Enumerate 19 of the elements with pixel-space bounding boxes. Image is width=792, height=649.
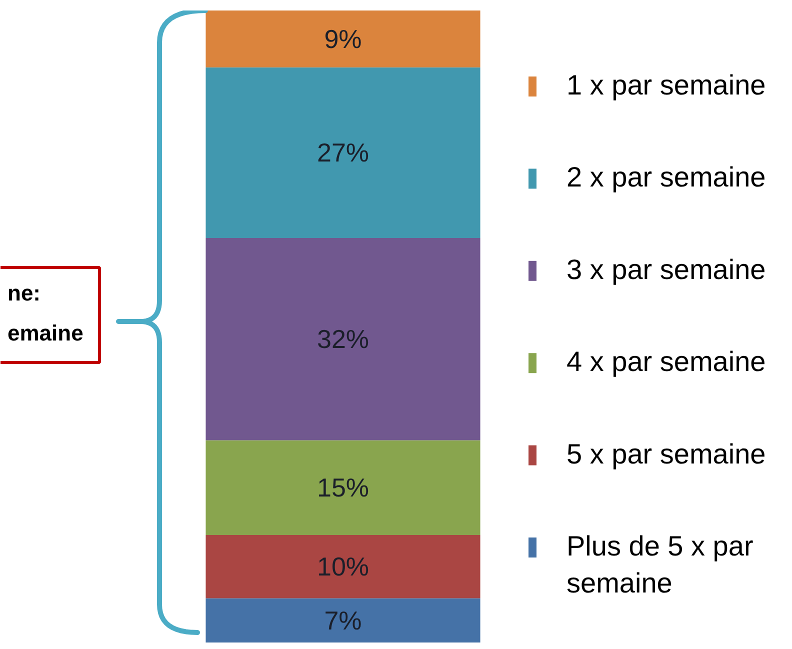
legend-label: 4 x par semaine xyxy=(566,346,766,378)
bar xyxy=(206,238,480,440)
data-label: 15% xyxy=(316,472,370,503)
legend-label: 2 x par semaine xyxy=(566,162,766,193)
bar xyxy=(206,10,480,68)
data-label: 7% xyxy=(324,605,362,636)
legend-label: 1 x par semaine xyxy=(566,70,766,100)
data-label: 32% xyxy=(316,324,370,354)
data-label: 27% xyxy=(316,138,370,168)
text: ne: emaine xyxy=(8,280,84,346)
bar xyxy=(206,440,480,536)
legend-label: Plus de 5 x par semaine xyxy=(566,530,754,599)
legend-label: 5 x par semaine xyxy=(566,438,766,470)
data-label: 9% xyxy=(324,24,362,54)
bar xyxy=(206,67,480,238)
bar xyxy=(206,535,480,598)
bar xyxy=(206,598,480,642)
legend-label: 3 x par semaine xyxy=(566,254,766,285)
data-label: 10% xyxy=(316,552,370,582)
